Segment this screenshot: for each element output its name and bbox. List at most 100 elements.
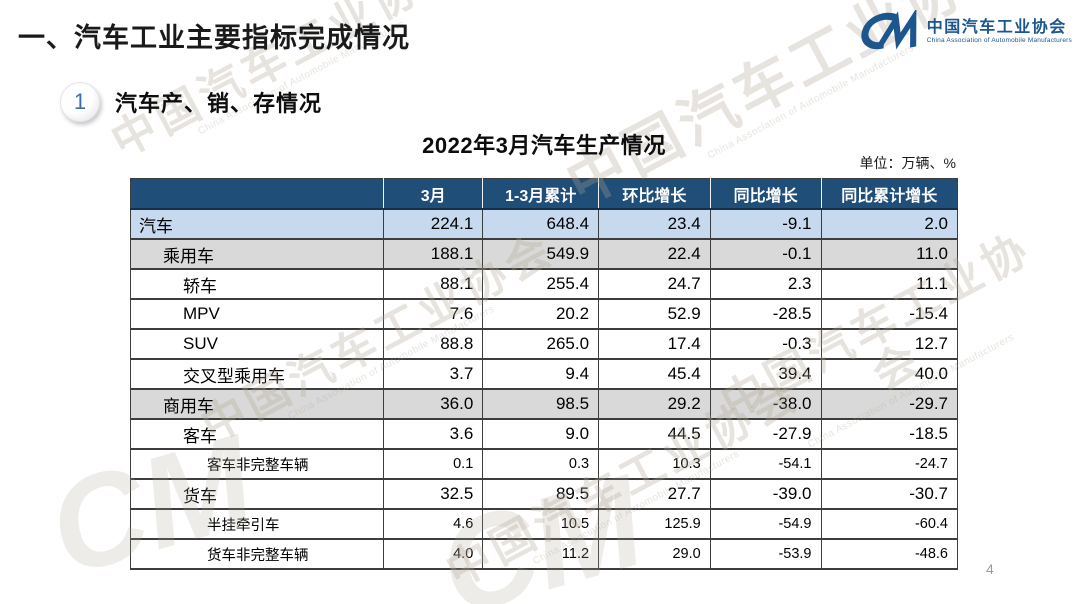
row-label: 交叉型乘用车 xyxy=(129,358,385,390)
table-row: 客车 3.6 9.0 44.5 -27.9 -18.5 xyxy=(129,418,958,450)
cell-value: 40.0 xyxy=(820,358,958,390)
table-row: 乘用车 188.1 549.9 22.4 -0.1 11.0 xyxy=(129,238,958,270)
page-number: 4 xyxy=(986,561,994,577)
cell-value: 7.6 xyxy=(383,298,484,330)
section-number-badge: 1 xyxy=(60,82,100,122)
cell-value: 4.6 xyxy=(383,508,484,540)
logo-name-en: China Association of Automobile Manufact… xyxy=(926,37,1072,45)
col-header: 同比增长 xyxy=(709,178,821,210)
cell-value: 125.9 xyxy=(598,508,711,540)
cell-value: 265.0 xyxy=(482,328,600,360)
row-label: 客车 xyxy=(129,418,385,450)
table-row: 货车非完整车辆 4.0 11.2 29.0 -53.9 -48.6 xyxy=(129,538,958,570)
cell-value: 12.7 xyxy=(820,328,958,360)
cell-value: 3.7 xyxy=(383,358,484,390)
table-row: 汽车 224.1 648.4 23.4 -9.1 2.0 xyxy=(129,208,958,240)
cell-value: 2.3 xyxy=(709,268,822,300)
row-label: 商用车 xyxy=(129,388,385,420)
cell-value: -53.9 xyxy=(709,538,822,570)
col-header: 同比累计增长 xyxy=(820,178,958,210)
cell-value: 17.4 xyxy=(598,328,711,360)
cell-value: 29.2 xyxy=(598,388,711,420)
row-label: MPV xyxy=(129,298,385,330)
cell-value: -60.4 xyxy=(820,508,958,540)
cell-value: 0.3 xyxy=(482,448,600,480)
cell-value: -54.9 xyxy=(709,508,822,540)
cell-value: 89.5 xyxy=(482,478,600,510)
cell-value: 11.0 xyxy=(820,238,958,270)
cell-value: -18.5 xyxy=(820,418,958,450)
cell-value: 98.5 xyxy=(482,388,600,420)
table-row: 交叉型乘用车 3.7 9.4 45.4 39.4 40.0 xyxy=(129,358,958,390)
cell-value: -29.7 xyxy=(820,388,958,420)
cell-value: 4.0 xyxy=(383,538,484,570)
cell-value: 88.8 xyxy=(383,328,484,360)
cell-value: 9.0 xyxy=(482,418,600,450)
cell-value: -30.7 xyxy=(820,478,958,510)
cell-value: 45.4 xyxy=(598,358,711,390)
cell-value: -0.1 xyxy=(709,238,822,270)
cell-value: -27.9 xyxy=(709,418,822,450)
logo-name-cn: 中国汽车工业协会 xyxy=(926,19,1067,37)
section-title: 汽车产、销、存情况 xyxy=(115,91,323,116)
header-row: 3月 1-3月累计 环比增长 同比增长 同比累计增长 xyxy=(130,178,958,210)
cell-value: 39.4 xyxy=(709,358,822,390)
cell-value: 10.5 xyxy=(482,508,600,540)
unit-note: 单位：万辆、% xyxy=(859,155,956,171)
table-row: MPV 7.6 20.2 52.9 -28.5 -15.4 xyxy=(129,298,958,330)
col-header: 3月 xyxy=(383,178,483,210)
row-label: 轿车 xyxy=(129,268,385,300)
cell-value: 11.2 xyxy=(482,538,600,570)
page-title: 一、汽车工业主要指标完成情况 xyxy=(18,23,410,53)
table-row: 商用车 36.0 98.5 29.2 -38.0 -29.7 xyxy=(129,388,958,420)
cell-value: 3.6 xyxy=(383,418,484,450)
cell-value: -9.1 xyxy=(709,208,822,240)
table-row: 客车非完整车辆 0.1 0.3 10.3 -54.1 -24.7 xyxy=(129,448,958,480)
cell-value: 11.1 xyxy=(820,268,958,300)
cell-value: 44.5 xyxy=(598,418,711,450)
caam-logo-icon xyxy=(856,8,920,54)
table-row: SUV 88.8 265.0 17.4 -0.3 12.7 xyxy=(129,328,958,360)
cell-value: 88.1 xyxy=(383,268,484,300)
row-label: 客车非完整车辆 xyxy=(129,448,385,480)
cell-value: 36.0 xyxy=(383,388,484,420)
cell-value: 10.3 xyxy=(598,448,711,480)
row-label: 货车 xyxy=(129,478,385,510)
col-header: 环比增长 xyxy=(598,178,711,210)
caam-logo: 中国汽车工业协会 China Association of Automobile… xyxy=(856,8,1072,54)
cell-value: 2.0 xyxy=(820,208,958,240)
row-label: 乘用车 xyxy=(129,238,385,270)
cell-value: 27.7 xyxy=(598,478,711,510)
row-label: 半挂牵引车 xyxy=(129,508,385,540)
cell-value: 20.2 xyxy=(482,298,600,330)
col-header: 1-3月累计 xyxy=(482,178,599,210)
cell-value: 9.4 xyxy=(482,358,600,390)
cell-value: 23.4 xyxy=(598,208,711,240)
table-header: 3月 1-3月累计 环比增长 同比增长 同比累计增长 xyxy=(130,178,958,210)
cell-value: -28.5 xyxy=(709,298,822,330)
caam-logo-text: 中国汽车工业协会 China Association of Automobile… xyxy=(927,19,1072,45)
cell-value: -48.6 xyxy=(820,538,958,570)
col-header-category xyxy=(130,178,384,210)
cell-value: 188.1 xyxy=(383,238,484,270)
table-body: 汽车 224.1 648.4 23.4 -9.1 2.0 乘用车 188.1 549.9 22.4… xyxy=(129,208,958,570)
table-row: 半挂牵引车 4.6 10.5 125.9 -54.9 -60.4 xyxy=(129,508,958,540)
cell-value: -54.1 xyxy=(709,448,822,480)
cell-value: -24.7 xyxy=(820,448,958,480)
cell-value: -38.0 xyxy=(709,388,822,420)
cell-value: -39.0 xyxy=(709,478,822,510)
row-label: 货车非完整车辆 xyxy=(129,538,385,570)
cell-value: 24.7 xyxy=(598,268,711,300)
row-label: SUV xyxy=(129,328,385,360)
section-heading: 1 汽车产、销、存情况 xyxy=(60,82,322,122)
row-label: 汽车 xyxy=(129,208,385,240)
cell-value: 22.4 xyxy=(598,238,711,270)
cell-value: 29.0 xyxy=(598,538,711,570)
cell-value: 224.1 xyxy=(383,208,484,240)
cell-value: 549.9 xyxy=(482,238,600,270)
table-row: 货车 32.5 89.5 27.7 -39.0 -30.7 xyxy=(129,478,958,510)
cell-value: 52.9 xyxy=(598,298,711,330)
cell-value: 0.1 xyxy=(383,448,484,480)
cell-value: 32.5 xyxy=(383,478,484,510)
